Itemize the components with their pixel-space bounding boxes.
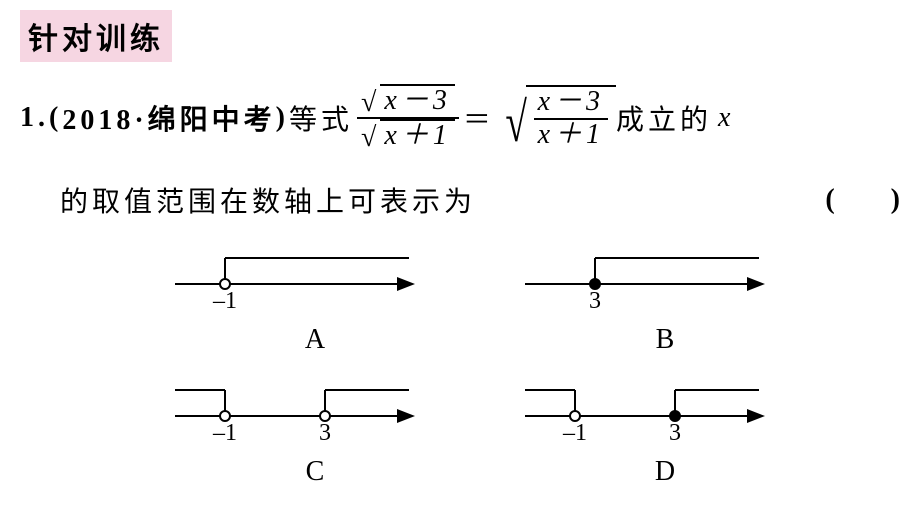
svg-text:–1: –1 [562, 420, 587, 446]
answer-paren-close: ) [891, 184, 900, 216]
number-line-C: –1 3 [165, 376, 425, 460]
options-grid: –1 A 3 B –1 3 C –1 3 D [20, 244, 900, 488]
svg-text:–1: –1 [212, 288, 237, 314]
option-label-C: C [306, 456, 325, 488]
option-label-D: D [655, 456, 675, 488]
svg-text:3: 3 [319, 420, 331, 446]
text-chengli: 成立的 [616, 98, 712, 138]
number-line-A: –1 [165, 244, 425, 328]
option-C: –1 3 C [150, 376, 440, 488]
svg-text:3: 3 [669, 420, 681, 446]
option-B: 3 B [500, 244, 790, 356]
equals-sign: ＝ [463, 98, 495, 138]
section-tag: 针对训练 [20, 10, 172, 62]
sqrt-denominator-left: √ x＋1 [361, 119, 455, 152]
option-D: –1 3 D [500, 376, 790, 488]
problem-source: 2018·绵阳中考 [62, 98, 275, 138]
var-x: x [718, 102, 734, 134]
answer-blank [835, 180, 891, 220]
source-close: ) [276, 102, 289, 134]
frac-den: x＋1 [534, 120, 608, 151]
frac-num: x－3 [534, 87, 608, 118]
option-label-A: A [305, 324, 325, 356]
sqrt-right: √ x－3 x＋1 [495, 85, 616, 151]
sqrt-body: x＋1 [384, 121, 450, 152]
sqrt-numerator-left: √ x－3 [361, 84, 455, 117]
option-label-B: B [656, 324, 675, 356]
fraction-right: x－3 x＋1 [534, 87, 608, 151]
fraction-left: √ x－3 √ x＋1 [357, 84, 459, 152]
number-line-B: 3 [515, 244, 775, 328]
text-range: 的取值范围在数轴上可表示为 [60, 180, 476, 220]
problem-number: 1. [20, 102, 49, 134]
problem-line-1: 1. ( 2018·绵阳中考 ) 等式 √ x－3 √ x＋1 [20, 84, 900, 152]
problem-line-2: 的取值范围在数轴上可表示为 ( ) [20, 180, 900, 220]
answer-paren-open: ( [825, 184, 834, 216]
problem-1: 1. ( 2018·绵阳中考 ) 等式 √ x－3 √ x＋1 [20, 84, 900, 488]
option-A: –1 A [150, 244, 440, 356]
svg-text:3: 3 [589, 288, 601, 314]
svg-text:–1: –1 [212, 420, 237, 446]
source-open: ( [49, 102, 62, 134]
text-dengshi: 等式 [289, 98, 353, 138]
sqrt-body: x－3 [384, 86, 450, 117]
number-line-D: –1 3 [515, 376, 775, 460]
